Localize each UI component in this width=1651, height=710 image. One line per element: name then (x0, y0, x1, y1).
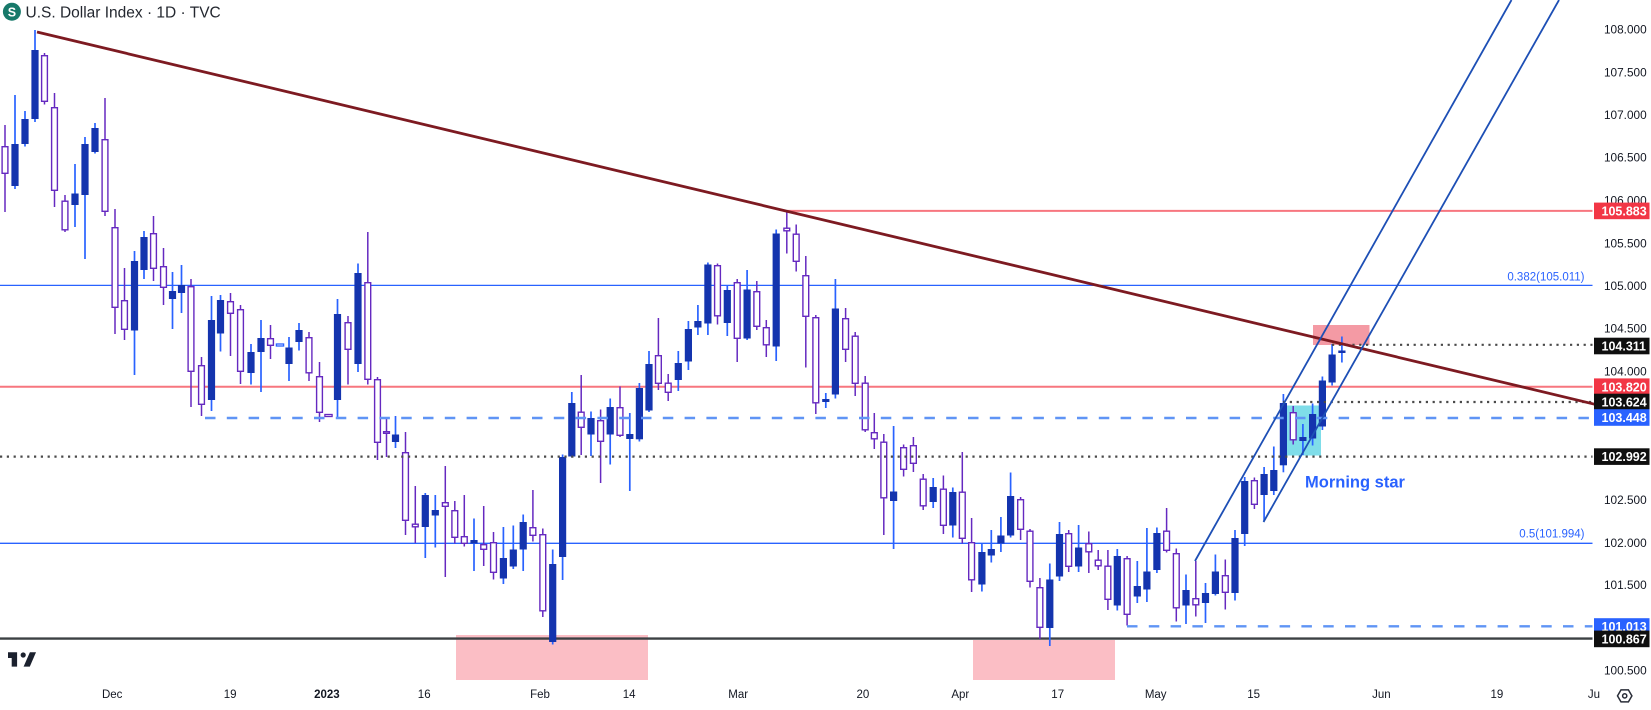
svg-text:100.500: 100.500 (1604, 664, 1647, 678)
svg-text:2023: 2023 (314, 689, 340, 701)
svg-text:103.624: 103.624 (1602, 396, 1647, 410)
svg-text:108.000: 108.000 (1604, 23, 1647, 37)
svg-text:Feb: Feb (530, 689, 550, 701)
svg-text:105.883: 105.883 (1602, 205, 1647, 219)
svg-text:103.448: 103.448 (1602, 411, 1647, 425)
svg-text:102.500: 102.500 (1604, 493, 1647, 507)
svg-text:101.500: 101.500 (1604, 578, 1647, 592)
svg-text:0.5(101.994): 0.5(101.994) (1519, 529, 1584, 541)
svg-text:104.000: 104.000 (1604, 364, 1647, 378)
svg-text:Apr: Apr (951, 689, 969, 701)
svg-text:103.820: 103.820 (1602, 380, 1647, 394)
svg-text:S: S (8, 5, 16, 19)
svg-text:105.000: 105.000 (1604, 279, 1647, 293)
svg-text:106.500: 106.500 (1604, 151, 1647, 165)
svg-text:102.000: 102.000 (1604, 536, 1647, 550)
svg-text:Jun: Jun (1372, 689, 1391, 701)
svg-text:107.500: 107.500 (1604, 66, 1647, 80)
svg-text:19: 19 (224, 689, 237, 701)
svg-text:20: 20 (857, 689, 870, 701)
svg-text:104.500: 104.500 (1604, 322, 1647, 336)
svg-text:17: 17 (1051, 689, 1064, 701)
svg-text:104.311: 104.311 (1602, 340, 1647, 354)
svg-text:U.S. Dollar Index · 1D · TVC: U.S. Dollar Index · 1D · TVC (26, 5, 221, 22)
svg-text:19: 19 (1491, 689, 1504, 701)
svg-text:Morning star: Morning star (1305, 474, 1405, 492)
svg-text:May: May (1145, 689, 1167, 701)
svg-text:107.000: 107.000 (1604, 108, 1647, 122)
svg-text:14: 14 (623, 689, 636, 701)
svg-text:105.500: 105.500 (1604, 236, 1647, 250)
svg-text:16: 16 (418, 689, 431, 701)
svg-text:Ju: Ju (1588, 689, 1600, 701)
svg-text:Dec: Dec (102, 689, 123, 701)
svg-text:100.867: 100.867 (1602, 633, 1647, 647)
svg-text:Mar: Mar (728, 689, 748, 701)
svg-text:0.382(105.011): 0.382(105.011) (1507, 272, 1584, 284)
svg-text:102.992: 102.992 (1602, 450, 1647, 464)
svg-text:15: 15 (1247, 689, 1260, 701)
